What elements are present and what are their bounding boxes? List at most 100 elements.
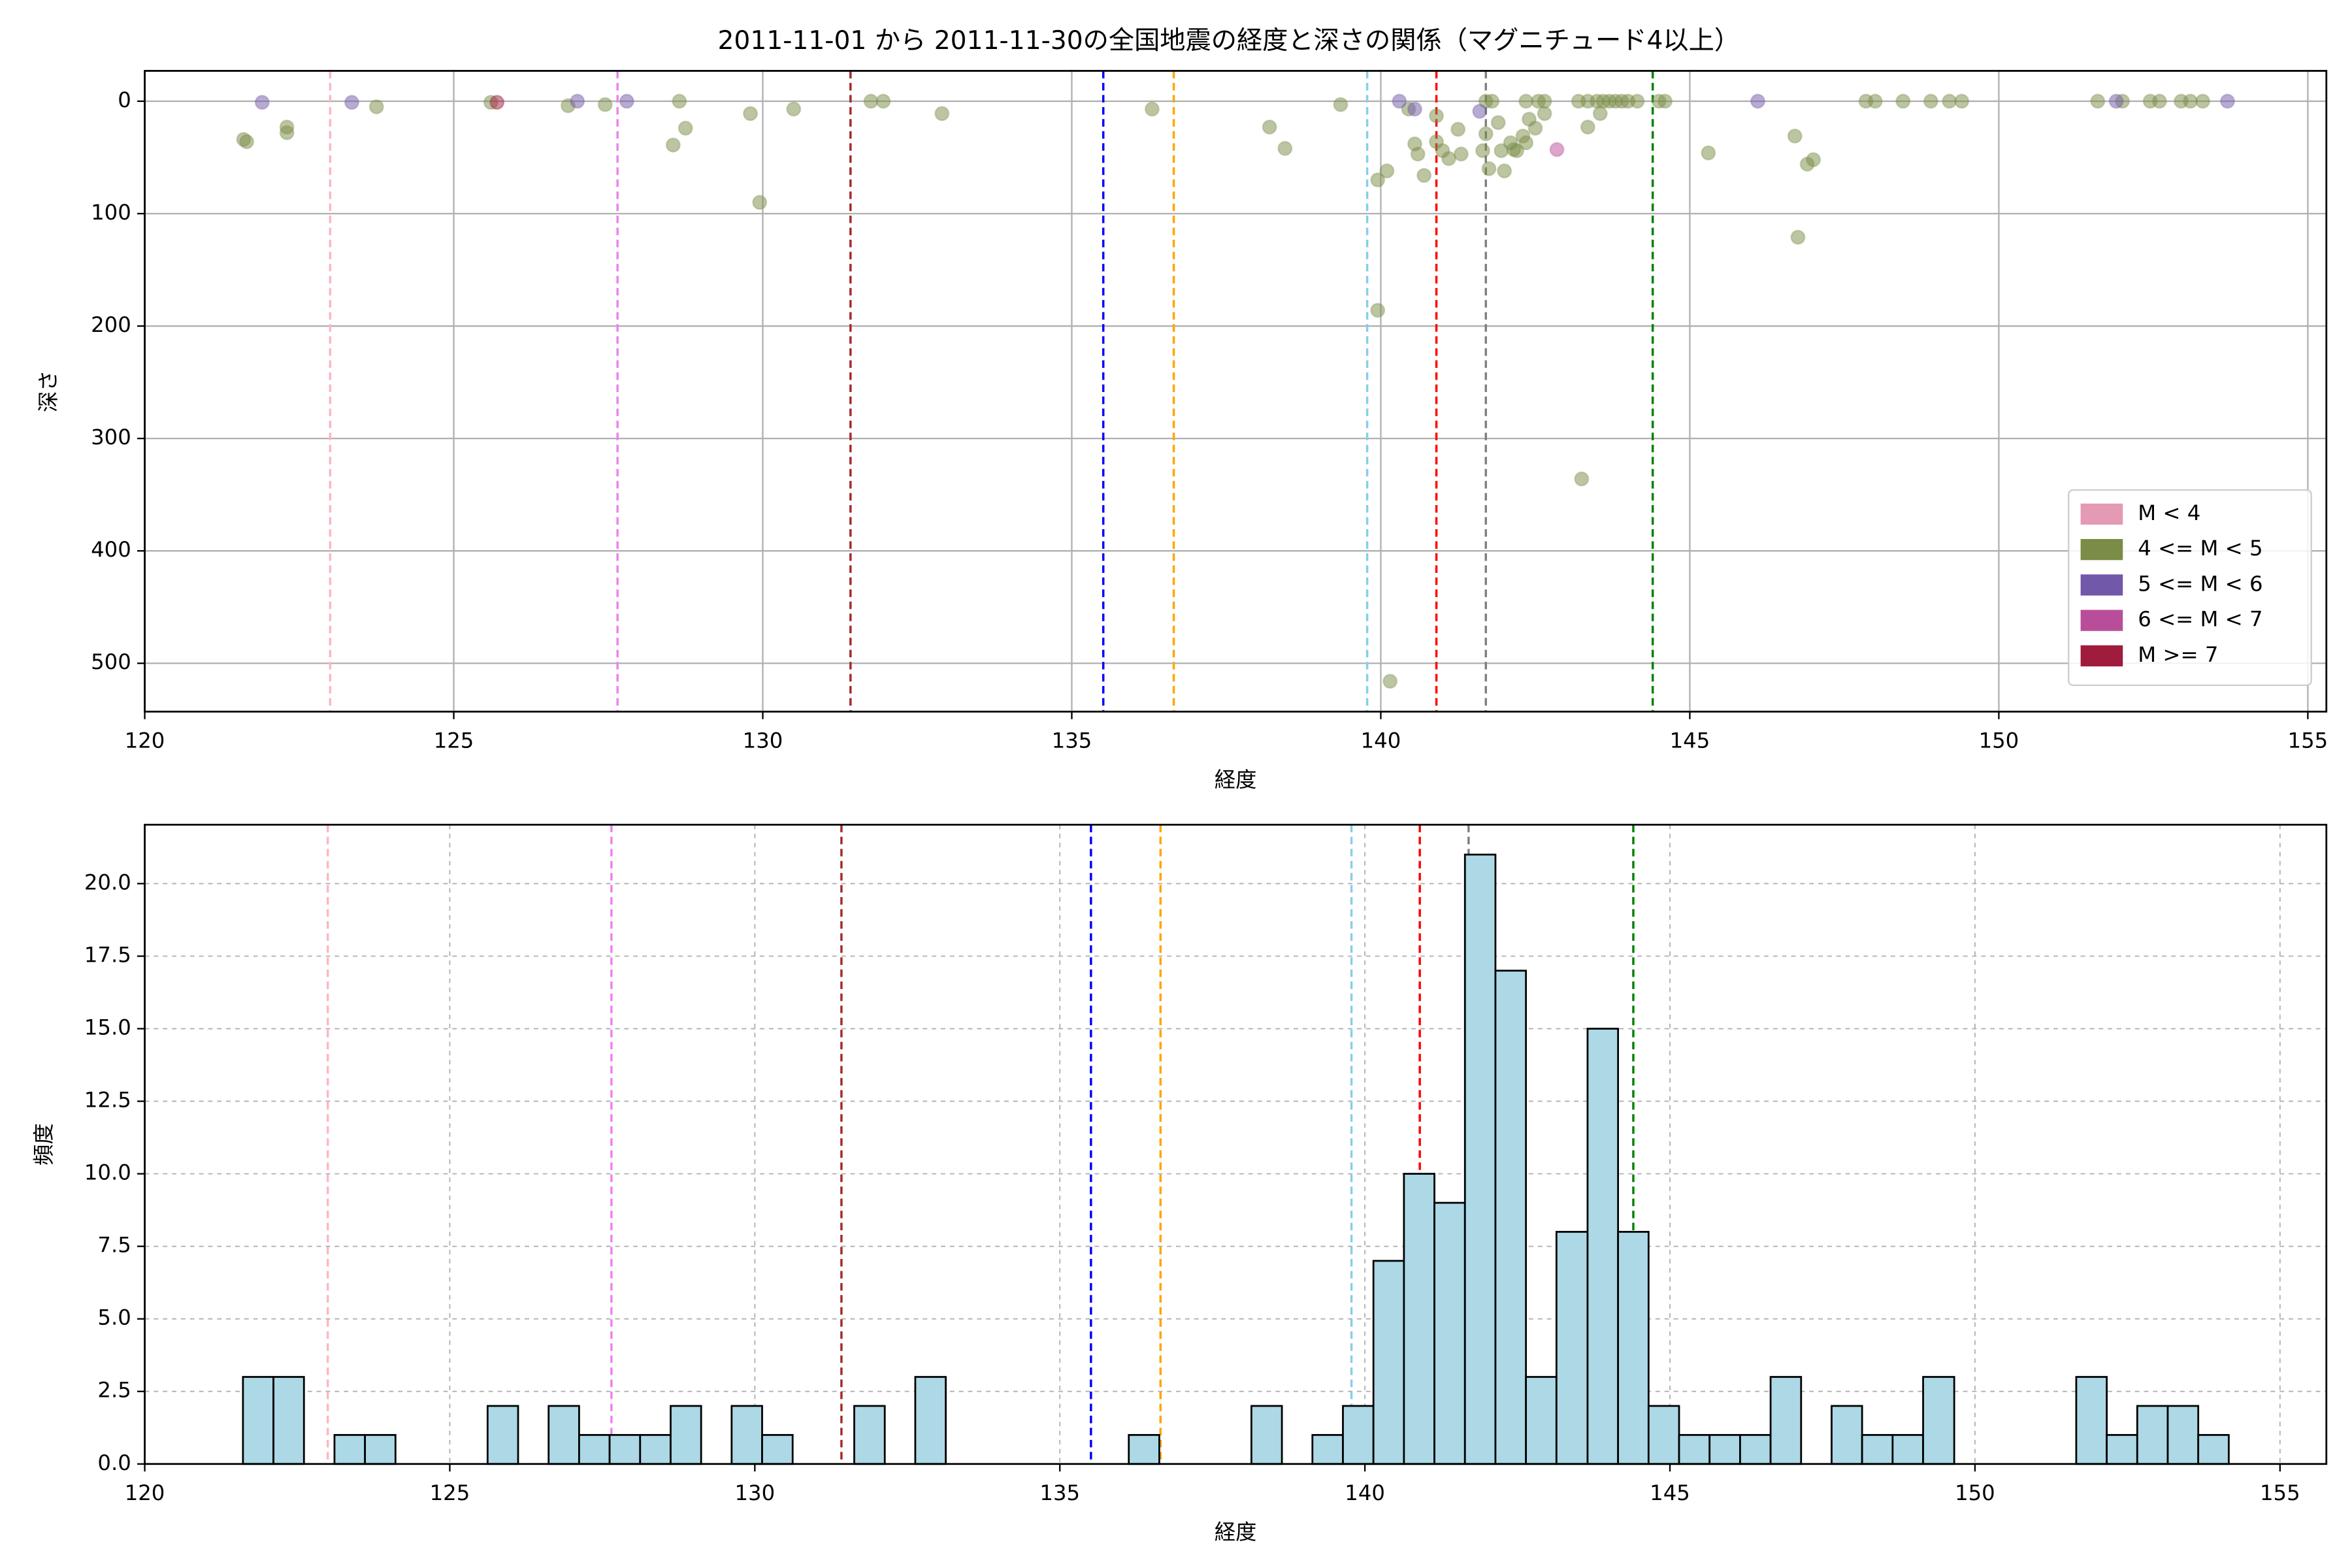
scatter-point xyxy=(1954,93,1970,109)
scatter-point xyxy=(1521,111,1537,127)
x-tick-label: 145 xyxy=(1670,728,1710,753)
histogram-bar xyxy=(670,1405,702,1465)
y-tick-label: 300 xyxy=(91,425,131,449)
y-tick-label: 7.5 xyxy=(97,1233,131,1258)
x-tick-label: 120 xyxy=(125,728,165,753)
scatter-point xyxy=(1416,167,1432,184)
y-tick-label: 5.0 xyxy=(97,1305,131,1330)
histogram-bar xyxy=(853,1405,886,1465)
scatter-point xyxy=(239,134,255,150)
x-tick-label: 120 xyxy=(125,1480,165,1505)
histogram-bar xyxy=(1647,1405,1680,1465)
histogram-bar xyxy=(1555,1231,1589,1465)
scatter-point xyxy=(1658,93,1673,109)
x-axis-label: 経度 xyxy=(1215,767,1257,792)
scatter-point xyxy=(1429,108,1445,123)
scatter-point xyxy=(1472,103,1488,119)
x-axis-label: 経度 xyxy=(1215,1520,1257,1544)
x-tick-label: 145 xyxy=(1650,1480,1690,1505)
histogram-bar xyxy=(730,1405,763,1465)
legend-box xyxy=(2067,489,2312,686)
histogram-bar xyxy=(1372,1260,1405,1465)
y-axis-label: 深さ xyxy=(36,370,61,413)
scatter-point xyxy=(1370,172,1386,188)
scatter-point xyxy=(1475,143,1491,159)
scatter-point xyxy=(1481,161,1497,176)
scatter-point xyxy=(619,93,634,109)
scatter-point xyxy=(1867,93,1883,109)
y-tick-label: 12.5 xyxy=(84,1088,131,1113)
legend-label: 5 <= M < 6 xyxy=(2138,571,2262,596)
scatter-point xyxy=(1478,126,1494,142)
scatter-point xyxy=(1382,674,1398,689)
x-tick-label: 150 xyxy=(1955,1480,1995,1505)
histogram-bar xyxy=(242,1376,274,1465)
x-tick-label: 125 xyxy=(434,728,474,753)
scatter-point xyxy=(1750,93,1766,109)
x-tick-label: 125 xyxy=(430,1480,470,1505)
histogram-bar xyxy=(1250,1405,1283,1465)
y-tick-label: 17.5 xyxy=(84,943,131,968)
scatter-point xyxy=(344,95,359,110)
histogram-bar xyxy=(1128,1433,1160,1465)
histogram-bar xyxy=(761,1433,794,1465)
scatter-point xyxy=(1392,93,1407,109)
histogram-bar xyxy=(914,1376,947,1465)
scatter-point xyxy=(2090,93,2106,109)
histogram-bar xyxy=(486,1405,519,1465)
histogram-bar xyxy=(1617,1231,1650,1465)
scatter-point xyxy=(678,120,693,136)
legend-label: 6 <= M < 7 xyxy=(2138,607,2262,632)
y-tick-label: 100 xyxy=(91,200,131,225)
y-tick-label: 500 xyxy=(91,649,131,674)
histogram-bar xyxy=(272,1376,305,1465)
x-tick-label: 140 xyxy=(1345,1480,1385,1505)
legend-swatch xyxy=(2080,610,2123,631)
histogram-bar xyxy=(1586,1028,1620,1465)
legend-swatch xyxy=(2080,574,2123,596)
y-tick-label: 0.0 xyxy=(97,1450,131,1475)
axes-frame xyxy=(144,823,2328,1465)
y-axis-label: 頻度 xyxy=(31,1123,56,1166)
scatter-point xyxy=(1262,119,1277,135)
scatter-point xyxy=(1787,128,1803,144)
histogram-bar xyxy=(639,1433,672,1465)
x-tick-label: 155 xyxy=(2288,728,2328,753)
histogram-bar xyxy=(1494,970,1527,1465)
histogram-bar xyxy=(578,1433,611,1465)
histogram-bar xyxy=(2197,1433,2230,1465)
histogram-bar xyxy=(1769,1376,1803,1465)
y-tick-label: 400 xyxy=(91,537,131,562)
x-tick-label: 130 xyxy=(743,728,783,753)
legend-label: M < 4 xyxy=(2138,500,2200,525)
scatter-point xyxy=(1537,106,1552,122)
scatter-point xyxy=(743,106,759,122)
scatter-point xyxy=(1370,302,1386,318)
scatter-point xyxy=(1537,93,1552,109)
x-tick-label: 135 xyxy=(1039,1480,1080,1505)
scatter-point xyxy=(1701,145,1716,161)
y-tick-label: 15.0 xyxy=(84,1015,131,1040)
scatter-point xyxy=(752,195,768,210)
histogram-bar xyxy=(1433,1201,1466,1465)
histogram-bar xyxy=(364,1433,397,1465)
scatter-point xyxy=(863,93,879,109)
histogram-bar xyxy=(1831,1405,1863,1465)
scatter-point xyxy=(1942,93,1957,109)
scatter-point xyxy=(1592,106,1608,122)
histogram-bar xyxy=(1861,1433,1894,1465)
scatter-point xyxy=(1629,93,1645,109)
histogram-bar xyxy=(547,1405,580,1465)
scatter-point xyxy=(279,125,295,140)
scatter-point xyxy=(1549,142,1565,157)
scatter-point xyxy=(1379,163,1395,179)
y-tick-label: 10.0 xyxy=(84,1160,131,1185)
legend-label: 4 <= M < 5 xyxy=(2138,536,2262,561)
histogram-bar xyxy=(1525,1376,1558,1465)
scatter-point xyxy=(1923,93,1938,109)
histogram-bar xyxy=(1708,1433,1741,1465)
scatter-point xyxy=(1490,115,1506,131)
scatter-point xyxy=(786,101,802,117)
